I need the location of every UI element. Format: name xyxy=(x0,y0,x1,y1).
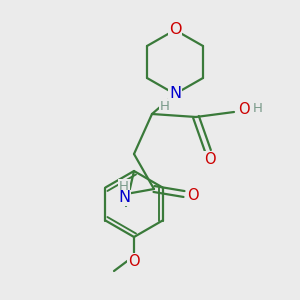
Text: N: N xyxy=(118,190,130,206)
Text: H: H xyxy=(253,103,263,116)
Text: H: H xyxy=(119,179,129,193)
Text: O: O xyxy=(238,101,250,116)
Text: O: O xyxy=(187,188,199,203)
Text: H: H xyxy=(160,100,170,112)
Text: O: O xyxy=(169,22,181,38)
Text: N: N xyxy=(169,86,181,101)
Text: O: O xyxy=(204,152,216,166)
Text: O: O xyxy=(128,254,140,268)
